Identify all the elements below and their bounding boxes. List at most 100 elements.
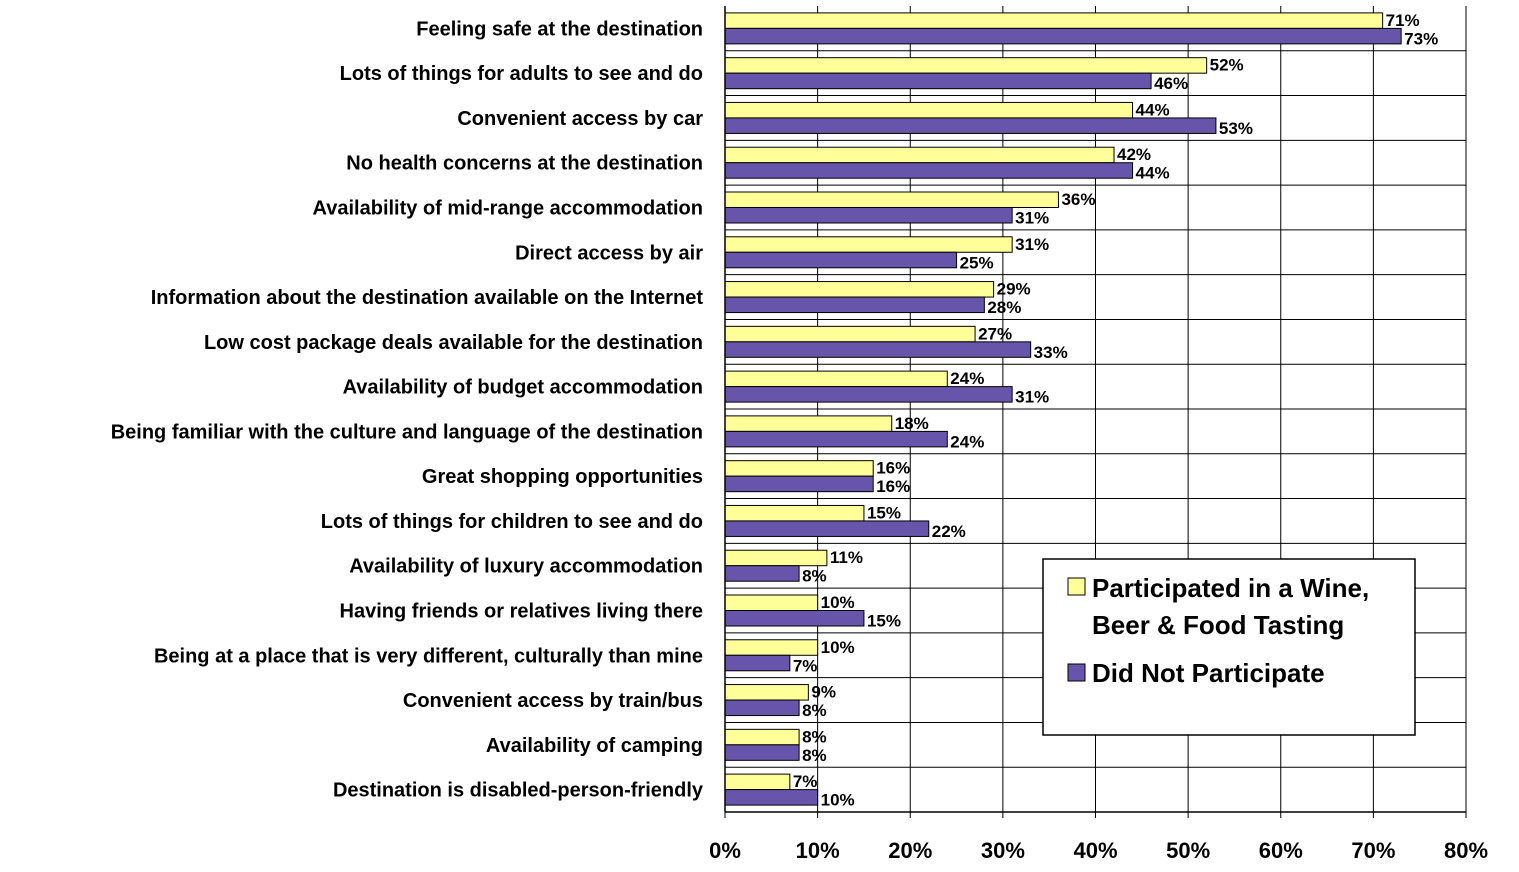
value-label-participated: 44% (1136, 100, 1170, 119)
value-label-did-not-participate: 8% (802, 746, 827, 765)
category-label: Availability of budget accommodation (343, 377, 703, 399)
value-label-participated: 11% (830, 548, 863, 567)
bar-participated (724, 57, 1208, 74)
value-label-participated: 29% (997, 280, 1031, 299)
x-tick-label: 70% (1351, 838, 1395, 863)
bar-participated (724, 549, 828, 567)
bar-participated (724, 684, 809, 701)
value-label-participated: 36% (1061, 190, 1095, 209)
value-label-did-not-participate: 10% (821, 791, 855, 810)
bar-did-not-participate (724, 162, 1134, 179)
bar-did-not-participate (724, 565, 800, 582)
x-tick-label: 50% (1166, 838, 1210, 863)
value-label-did-not-participate: 28% (987, 298, 1021, 317)
value-label-did-not-participate: 44% (1136, 164, 1170, 183)
value-label-did-not-participate: 25% (960, 253, 994, 272)
category-label: Being at a place that is very different,… (154, 645, 703, 667)
x-tick-label: 30% (981, 838, 1025, 863)
bar-did-not-participate (724, 699, 800, 717)
category-label: Direct access by air (515, 242, 703, 264)
bar-did-not-participate (724, 789, 819, 806)
bar-participated (724, 415, 893, 432)
category-label: Availability of luxury accommodation (349, 556, 703, 578)
category-label: No health concerns at the destination (346, 153, 703, 175)
value-label-participated: 15% (867, 503, 901, 522)
category-label: Having friends or relatives living there (340, 601, 703, 623)
bar-did-not-participate (724, 251, 958, 269)
legend-swatch-did-not-participate (1067, 663, 1086, 682)
legend-label-participated: Participated in a Wine, (1092, 573, 1369, 603)
x-tick-label: 10% (796, 838, 840, 863)
value-label-participated: 16% (876, 459, 910, 478)
legend-label-participated: Beer & Food Tasting (1092, 610, 1344, 640)
value-label-did-not-participate: 31% (1015, 388, 1049, 407)
x-tick-label: 80% (1444, 838, 1488, 863)
bar-participated (724, 639, 819, 656)
category-label: Lots of things for adults to see and do (340, 63, 703, 85)
bar-participated (724, 325, 976, 343)
bar-participated (724, 146, 1115, 164)
bar-did-not-participate (724, 475, 874, 493)
value-label-did-not-participate: 7% (793, 656, 818, 675)
bar-did-not-participate (724, 610, 865, 627)
bar-did-not-participate (724, 72, 1152, 90)
bar-participated (724, 370, 948, 388)
value-label-participated: 10% (821, 593, 855, 612)
value-labels: 71%73%52%46%44%53%42%44%36%31%31%25%29%2… (793, 11, 1438, 810)
category-label: Destination is disabled-person-friendly (333, 780, 704, 802)
value-label-participated: 9% (811, 683, 836, 702)
value-label-did-not-participate: 33% (1034, 343, 1068, 362)
bar-participated (724, 773, 791, 791)
value-label-participated: 42% (1117, 145, 1151, 164)
bar-participated (724, 236, 1013, 253)
bar-did-not-participate (724, 341, 1032, 358)
value-label-did-not-participate: 16% (876, 477, 910, 496)
bar-did-not-participate (724, 207, 1013, 224)
category-label: Being familiar with the culture and lang… (111, 421, 703, 443)
value-label-participated: 31% (1015, 235, 1049, 254)
bar-did-not-participate (724, 654, 791, 672)
bar-did-not-participate (724, 296, 985, 314)
bars (724, 12, 1402, 806)
value-label-participated: 7% (793, 772, 818, 791)
bar-participated (724, 12, 1384, 29)
value-label-did-not-participate: 8% (802, 701, 827, 720)
value-label-participated: 24% (950, 369, 984, 388)
x-tick-label: 0% (709, 838, 741, 863)
value-label-did-not-participate: 46% (1154, 74, 1188, 93)
bar-participated (724, 728, 800, 746)
bar-did-not-participate (724, 744, 800, 761)
category-label: Great shopping opportunities (422, 466, 703, 488)
value-label-did-not-participate: 53% (1219, 119, 1253, 138)
bar-participated (724, 460, 874, 477)
value-label-participated: 10% (821, 638, 855, 657)
category-label: Convenient access by car (457, 108, 703, 130)
x-ticks: 0% 10% 20% 30% 40% 50% 60% 70% 80% (709, 812, 1488, 863)
bar-did-not-participate (724, 27, 1402, 45)
bar-did-not-participate (724, 520, 930, 537)
category-labels: Feeling safe at the destination Lots of t… (111, 18, 704, 801)
legend-box (1042, 558, 1416, 736)
category-label: Availability of camping (486, 735, 703, 757)
value-label-did-not-participate: 73% (1404, 29, 1438, 48)
value-label-participated: 71% (1386, 11, 1420, 30)
value-label-participated: 27% (978, 324, 1012, 343)
value-label-did-not-participate: 8% (802, 567, 827, 586)
category-label: Information about the destination availa… (151, 287, 704, 309)
x-tick-label: 60% (1259, 838, 1303, 863)
bar-did-not-participate (724, 386, 1013, 403)
value-label-participated: 18% (895, 414, 929, 433)
x-tick-label: 20% (888, 838, 932, 863)
value-label-participated: 8% (802, 727, 827, 746)
bar-participated (724, 191, 1059, 208)
value-label-did-not-participate: 22% (932, 522, 966, 541)
category-label: Low cost package deals available for the… (204, 332, 703, 354)
category-label: Lots of things for children to see and d… (321, 511, 703, 533)
legend: Participated in a Wine, Beer & Food Tasti… (1042, 558, 1416, 736)
bar-did-not-participate (724, 430, 948, 448)
value-label-did-not-participate: 24% (950, 432, 984, 451)
legend-swatch-participated (1067, 577, 1086, 596)
bar-participated (724, 594, 819, 611)
